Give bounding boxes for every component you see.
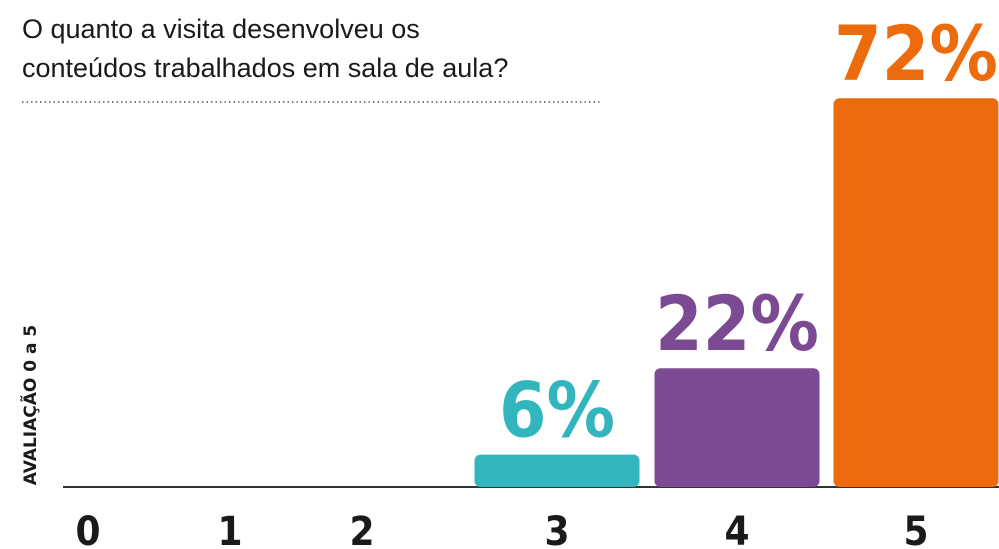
bar: [654, 368, 820, 487]
x-tick-label: 0: [75, 509, 100, 549]
chart-title: conteúdos trabalhados em sala de aula?: [22, 53, 508, 83]
value-label: 72%: [834, 9, 998, 98]
x-tick-label: 5: [903, 509, 928, 549]
x-tick-label: 2: [349, 509, 374, 549]
chart-title: O quanto a visita desenvolveu os: [22, 14, 420, 44]
x-tick-label: 4: [724, 509, 749, 549]
x-tick-label: 3: [544, 509, 569, 549]
value-label: 22%: [655, 279, 819, 368]
bar: [833, 98, 999, 487]
bar: [474, 454, 640, 487]
x-tick-label: 1: [217, 509, 242, 549]
y-axis-label: AVALIAÇÃO 0 a 5: [18, 325, 41, 485]
value-label: 6%: [499, 366, 615, 455]
